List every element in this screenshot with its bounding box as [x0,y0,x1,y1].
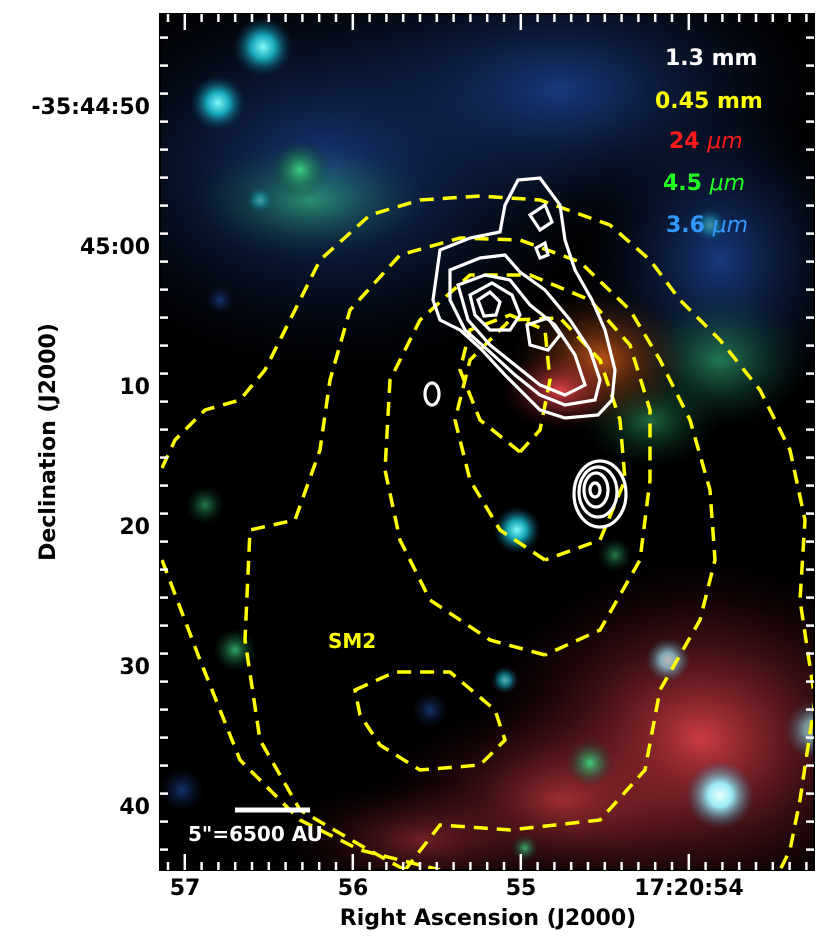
contours-1-3mm [423,176,628,529]
scale-bar-label: 5"=6500 AU [188,822,323,846]
contour-045-5 [458,313,552,454]
contour-045-3 [383,273,652,657]
contour-13-comp-3 [582,471,610,509]
sky-image [160,14,814,870]
y-tick-label: 45:00 [80,235,150,260]
source-label-sm2: SM2 [328,629,376,653]
contour-13-2 [448,253,602,407]
y-tick-label: 40 [119,795,150,820]
contour-13-comp-2 [577,465,619,519]
contour-13-6 [527,202,554,233]
x-tick-labels: 57 56 55 17:20:54 [170,876,744,901]
y-tick-label: -35:44:50 [31,95,150,120]
contour-13-4 [468,281,522,332]
contour-045-lower [160,559,441,870]
contour-13-comp-4 [588,481,602,499]
contour-045-2 [243,236,717,870]
y-axis-title: Declination (J2000) [36,323,61,561]
contour-13-3 [456,273,587,397]
contour-13-5 [476,289,502,318]
x-axis-title: Right Ascension (J2000) [340,906,636,931]
y-tick-label: 20 [119,515,150,540]
contours-0-45mm [160,194,814,870]
contour-13-small [423,381,441,407]
legend-entry: 24 μm [669,129,743,154]
contour-045-sm2 [353,670,508,772]
legend-entry: 4.5 μm [663,171,745,196]
x-tick-label: 55 [506,876,537,901]
contour-045-4 [453,316,627,562]
legend-entry: 0.45 mm [655,89,763,114]
x-tick-label: 56 [338,876,369,901]
contour-045-outer [160,194,814,870]
legend-entry: 3.6 μm [666,213,748,238]
contour-13-7 [533,240,550,261]
contour-13-1 [431,176,617,420]
ticks [160,14,814,870]
x-tick-label: 17:20:54 [634,876,743,901]
x-tick-label: 57 [170,876,201,901]
contour-13-comp-1 [572,459,628,529]
y-tick-label: 30 [119,655,150,680]
contour-13-8 [525,316,563,352]
y-tick-labels: -35:44:50 45:00 10 20 30 40 [31,95,150,820]
legend-entry: 1.3 mm [665,46,757,71]
legend: 1.3 mm 0.45 mm 24 μm 4.5 μm 3.6 μm [655,46,763,238]
y-tick-label: 10 [119,375,150,400]
